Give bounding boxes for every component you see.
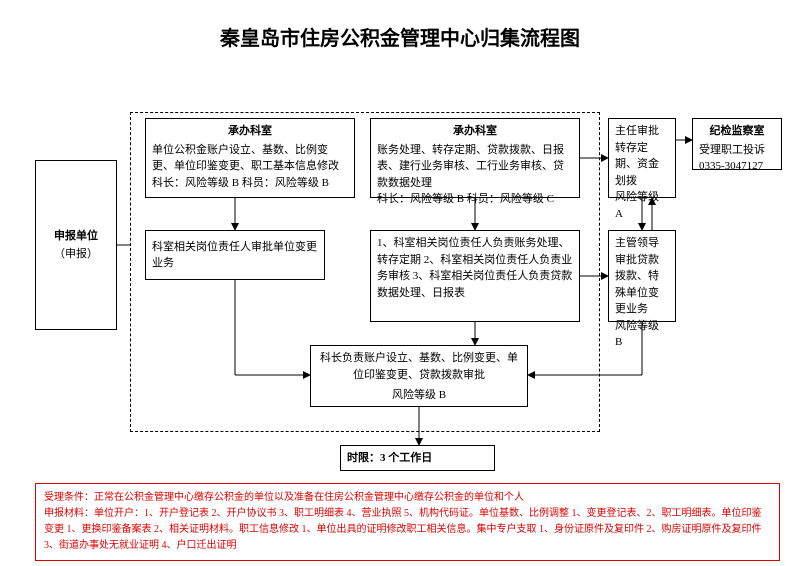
- dept1-box: 承办科室 单位公积金账户设立、基数、比例变更、单位印鉴变更、职工基本信息修改 科…: [145, 118, 355, 198]
- dept2-title: 承办科室: [377, 123, 573, 140]
- chief-body: 科长负责账户设立、基数、比例变更、单位印鉴变更、贷款拨款审批: [317, 350, 521, 383]
- process1-body: 科室相关岗位责任人审批单位变更业务: [152, 239, 318, 272]
- chief-box: 科长负责账户设立、基数、比例变更、单位印鉴变更、贷款拨款审批 风险等级 B: [310, 345, 528, 407]
- supervision-tel: 0335-3047127: [699, 158, 775, 175]
- time-body: 时限：3 个工作日: [347, 450, 432, 467]
- applicant-box: 申报单位 （申报）: [35, 160, 117, 330]
- dept2-body: 账务处理、转存定期、贷款拨款、日报表、建行业务审核、工行业务审核、贷款数据处理: [377, 142, 573, 192]
- manager-foot: 风险等级 B: [615, 318, 669, 351]
- supervision-title: 纪检监察室: [699, 123, 775, 140]
- applicant-title: 申报单位: [54, 228, 98, 245]
- dept1-body: 单位公积金账户设立、基数、比例变更、单位印鉴变更、职工基本信息修改: [152, 142, 348, 175]
- dept2-foot: 科长：风险等级 B 科员：风险等级 C: [377, 191, 573, 208]
- notice-l1: 受理条件：正常在公积金管理中心缴存公积金的单位以及准备在住房公积金管理中心缴存公…: [44, 490, 771, 506]
- director-box: 主任审批转存定期、资金划拨 风险等级 A: [608, 118, 676, 198]
- manager-body: 主管领导审批贷款拨款、特殊单位变更业务: [615, 235, 669, 318]
- page-title: 秦皇岛市住房公积金管理中心归集流程图: [0, 0, 800, 61]
- manager-box: 主管领导审批贷款拨款、特殊单位变更业务 风险等级 B: [608, 230, 676, 322]
- supervision-box: 纪检监察室 受理职工投诉 0335-3047127: [692, 118, 782, 170]
- time-box: 时限：3 个工作日: [340, 445, 495, 471]
- process2-body: 1、科室相关岗位责任人负责账务处理、转存定期 2、科室相关岗位责任人负责业务审核…: [377, 235, 573, 301]
- dept1-title: 承办科室: [152, 123, 348, 140]
- dept2-box: 承办科室 账务处理、转存定期、贷款拨款、日报表、建行业务审核、工行业务审核、贷款…: [370, 118, 580, 198]
- chief-foot: 风险等级 B: [317, 387, 521, 404]
- notice-box: 受理条件：正常在公积金管理中心缴存公积金的单位以及准备在住房公积金管理中心缴存公…: [35, 483, 780, 561]
- process2-box: 1、科室相关岗位责任人负责账务处理、转存定期 2、科室相关岗位责任人负责业务审核…: [370, 230, 580, 322]
- process1-box: 科室相关岗位责任人审批单位变更业务: [145, 230, 325, 280]
- applicant-sub: （申报）: [54, 246, 98, 263]
- notice-l2: 申报材料：单位开户：1、开户登记表 2、开户协议书 3、职工明细表 4、营业执照…: [44, 506, 771, 554]
- dept1-foot: 科长：风险等级 B 科员：风险等级 B: [152, 175, 348, 192]
- director-foot: 风险等级 A: [615, 189, 669, 222]
- director-body: 主任审批转存定期、资金划拨: [615, 123, 669, 189]
- supervision-body: 受理职工投诉: [699, 142, 775, 159]
